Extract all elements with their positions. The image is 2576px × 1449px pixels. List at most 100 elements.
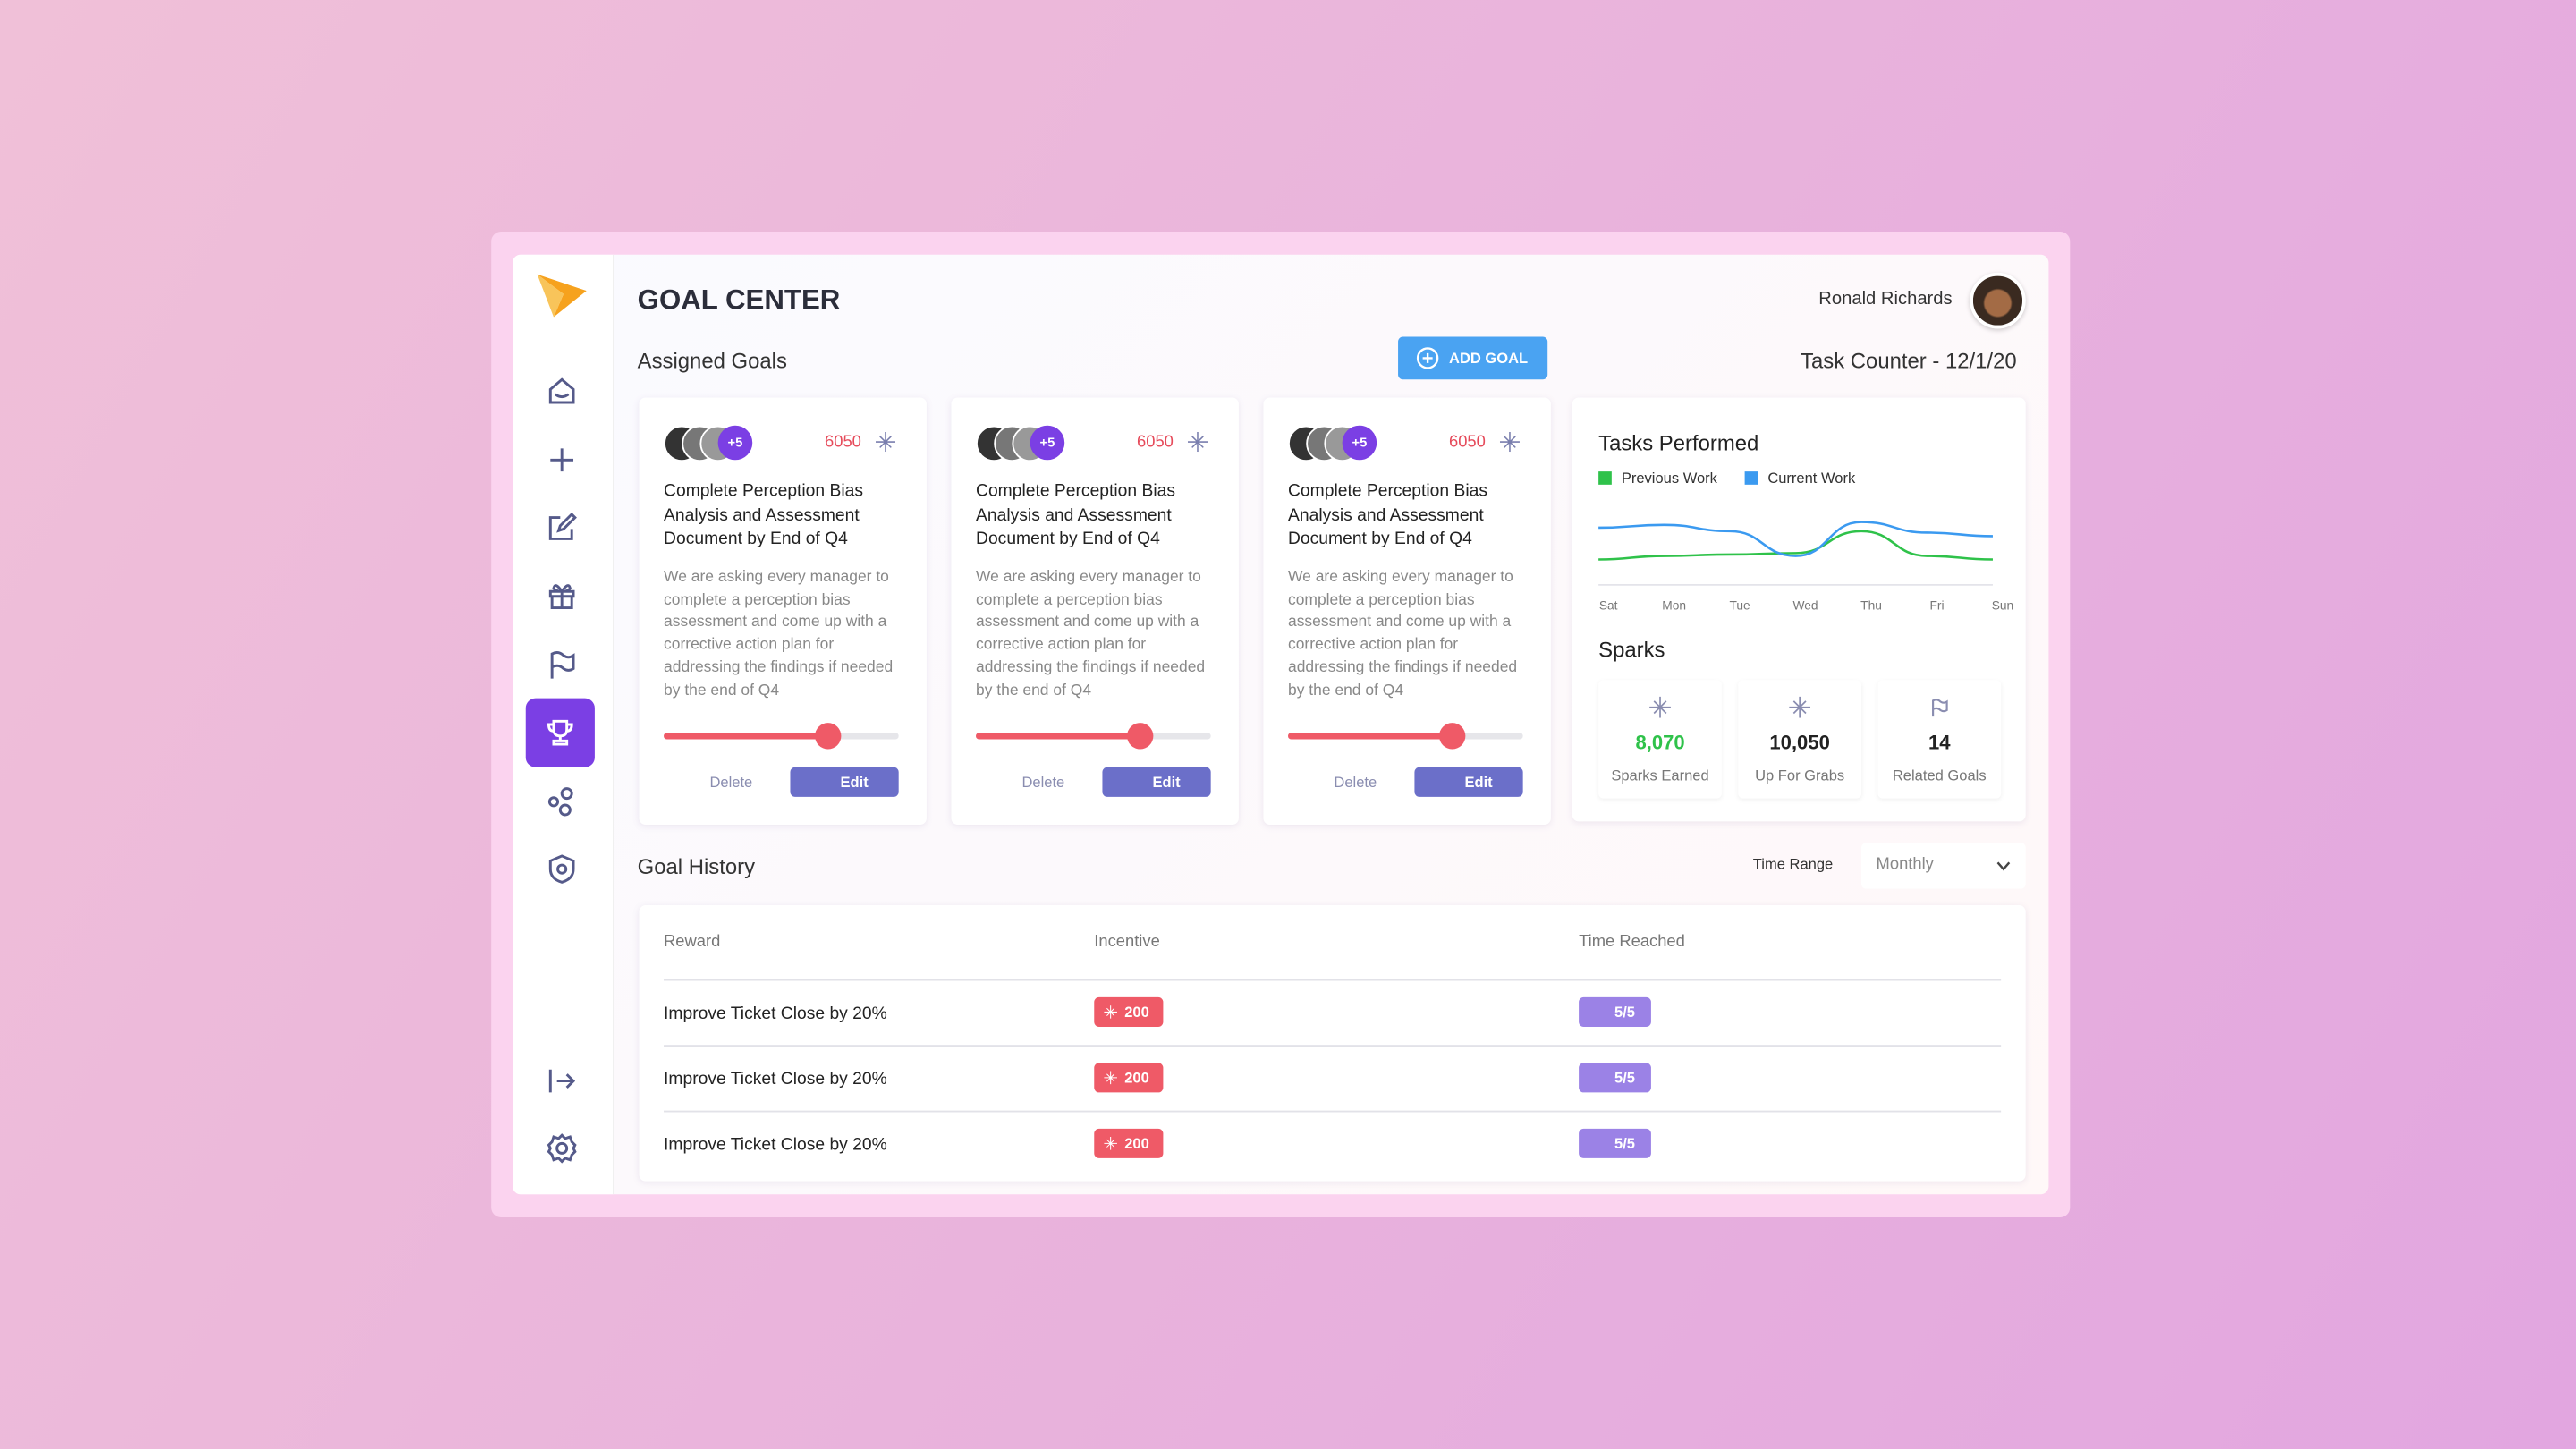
progress-knob[interactable] <box>1439 723 1466 750</box>
progress-fill <box>976 733 1140 740</box>
reached-value: 5/5 <box>1614 1004 1636 1021</box>
row-divider <box>664 979 2002 981</box>
incentive-value: 200 <box>1124 1004 1149 1021</box>
sidebar <box>513 254 614 1195</box>
delete-button[interactable]: Delete <box>685 774 752 790</box>
edit-button[interactable]: Edit <box>1102 767 1211 797</box>
goal-card: +5 6050 Complete Perception Bias Analysis … <box>1263 397 1551 826</box>
column-header: Time Reached <box>1579 933 1685 952</box>
reached-badge: 5/5 <box>1579 1063 1651 1093</box>
edit-button[interactable]: Edit <box>790 767 899 797</box>
time-range-select[interactable]: Monthly <box>1861 843 2026 889</box>
home-icon[interactable] <box>546 375 579 408</box>
x-tick-label: Sat <box>1599 598 1618 612</box>
column-header: Incentive <box>1094 933 1160 952</box>
reward: Improve Ticket Close by 20% <box>664 1069 887 1089</box>
flag-icon[interactable] <box>546 649 579 682</box>
edit-label: Edit <box>840 774 869 791</box>
trophy-icon <box>547 719 573 746</box>
goal-description: We are asking every manager to complete … <box>1288 568 1518 699</box>
spark-value: 10,050 <box>1769 731 1830 755</box>
sparkle-icon <box>1649 696 1671 718</box>
sparkle-shape <box>1104 1071 1117 1085</box>
goal-description: We are asking every manager to complete … <box>976 568 1206 699</box>
sparkle-shape <box>1187 432 1208 453</box>
sparkle-icon <box>1187 432 1208 453</box>
spark-value: 14 <box>1928 731 1951 755</box>
points: 6050 <box>825 433 861 453</box>
edit-label: Edit <box>1464 774 1493 791</box>
add-icon[interactable] <box>546 444 579 477</box>
progress-knob[interactable] <box>1127 723 1154 750</box>
spark-box: 10,050 Up For Grabs <box>1738 680 1862 799</box>
points: 6050 <box>1137 433 1174 453</box>
delete-button[interactable]: Delete <box>1309 774 1377 790</box>
progress-fill <box>664 733 828 740</box>
sparkle-shape <box>875 432 896 453</box>
reached-value: 5/5 <box>1614 1135 1636 1152</box>
reward: Improve Ticket Close by 20% <box>664 1135 887 1156</box>
x-tick-label: Sun <box>1992 598 2014 612</box>
settings-icon[interactable] <box>546 1132 579 1165</box>
legend-item: Previous Work <box>1598 470 1718 487</box>
legend-swatch <box>1598 471 1612 485</box>
active-nav[interactable] <box>525 698 595 767</box>
edit-icon[interactable] <box>546 511 579 544</box>
sparkle-shape <box>1649 696 1671 718</box>
line-chart: Previous Work Current Work Sat Mon Tue Wed Thu… <box>1598 470 2014 612</box>
add-goal-label: ADD GOAL <box>1449 350 1529 367</box>
sparkle-icon <box>875 432 896 453</box>
goal-title: Complete Perception Bias Analysis and As… <box>1288 481 1487 549</box>
row-divider <box>664 1110 2002 1113</box>
goal-title: Complete Perception Bias Analysis and As… <box>976 481 1176 549</box>
delete-label: Delete <box>1021 774 1065 791</box>
sparkle-icon <box>1789 696 1811 718</box>
shield-icon[interactable] <box>546 852 579 886</box>
series-line <box>1598 530 1993 561</box>
legend-label: Previous Work <box>1622 470 1718 487</box>
x-tick-label: Fri <box>1929 598 1944 612</box>
time-range-label: Time Range <box>1752 855 1834 873</box>
sparkle-shape <box>1789 696 1811 718</box>
flag-shape <box>1932 699 1948 717</box>
x-tick-label: Wed <box>1793 598 1818 612</box>
spark-label: Sparks Earned <box>1611 767 1709 784</box>
delete-button[interactable]: Delete <box>997 774 1064 790</box>
chevron <box>1996 861 2011 871</box>
incentive-value: 200 <box>1124 1069 1149 1087</box>
gift-icon[interactable] <box>546 580 579 613</box>
x-tick-label: Mon <box>1662 598 1686 612</box>
app-window: GOAL CENTER Ronald Richards Assigned Goa… <box>513 254 2049 1195</box>
incentive-badge: 200 <box>1094 996 1164 1027</box>
reached-value: 5/5 <box>1614 1069 1636 1087</box>
legend-item: Current Work <box>1744 470 1856 487</box>
more-members: +5 <box>1030 425 1065 461</box>
delete-label: Delete <box>709 774 753 791</box>
incentive-value: 200 <box>1124 1135 1149 1152</box>
sparkle-shape <box>1104 1005 1117 1019</box>
goal-title: Complete Perception Bias Analysis and As… <box>664 481 864 549</box>
spark-box: 8,070 Sparks Earned <box>1598 680 1722 799</box>
reached-badge: 5/5 <box>1579 996 1651 1027</box>
goal-description: We are asking every manager to complete … <box>664 568 894 699</box>
edit-button[interactable]: Edit <box>1414 767 1523 797</box>
select-value: Monthly <box>1876 855 1934 875</box>
edit-label: Edit <box>1152 774 1181 791</box>
sparkle-icon <box>1104 1137 1117 1150</box>
add-goal-button[interactable]: ADD GOAL <box>1398 336 1548 380</box>
history-table: Reward Incentive Time Reached Improve Ticke… <box>639 905 2026 1182</box>
more-members: +5 <box>1342 425 1377 461</box>
user-avatar[interactable] <box>1970 272 2026 329</box>
logout-icon[interactable] <box>546 1064 579 1097</box>
reward: Improve Ticket Close by 20% <box>664 1004 887 1024</box>
goal-card: +5 6050 Complete Perception Bias Analysis … <box>639 397 927 826</box>
spark-label: Up For Grabs <box>1755 767 1845 784</box>
delete-label: Delete <box>1334 774 1377 791</box>
sparkle-shape <box>1499 432 1520 453</box>
network-icon[interactable] <box>546 785 579 818</box>
reached-badge: 5/5 <box>1579 1128 1651 1158</box>
section-title: Assigned Goals <box>637 348 787 373</box>
progress-knob[interactable] <box>815 723 842 750</box>
row-divider <box>664 1045 2002 1047</box>
